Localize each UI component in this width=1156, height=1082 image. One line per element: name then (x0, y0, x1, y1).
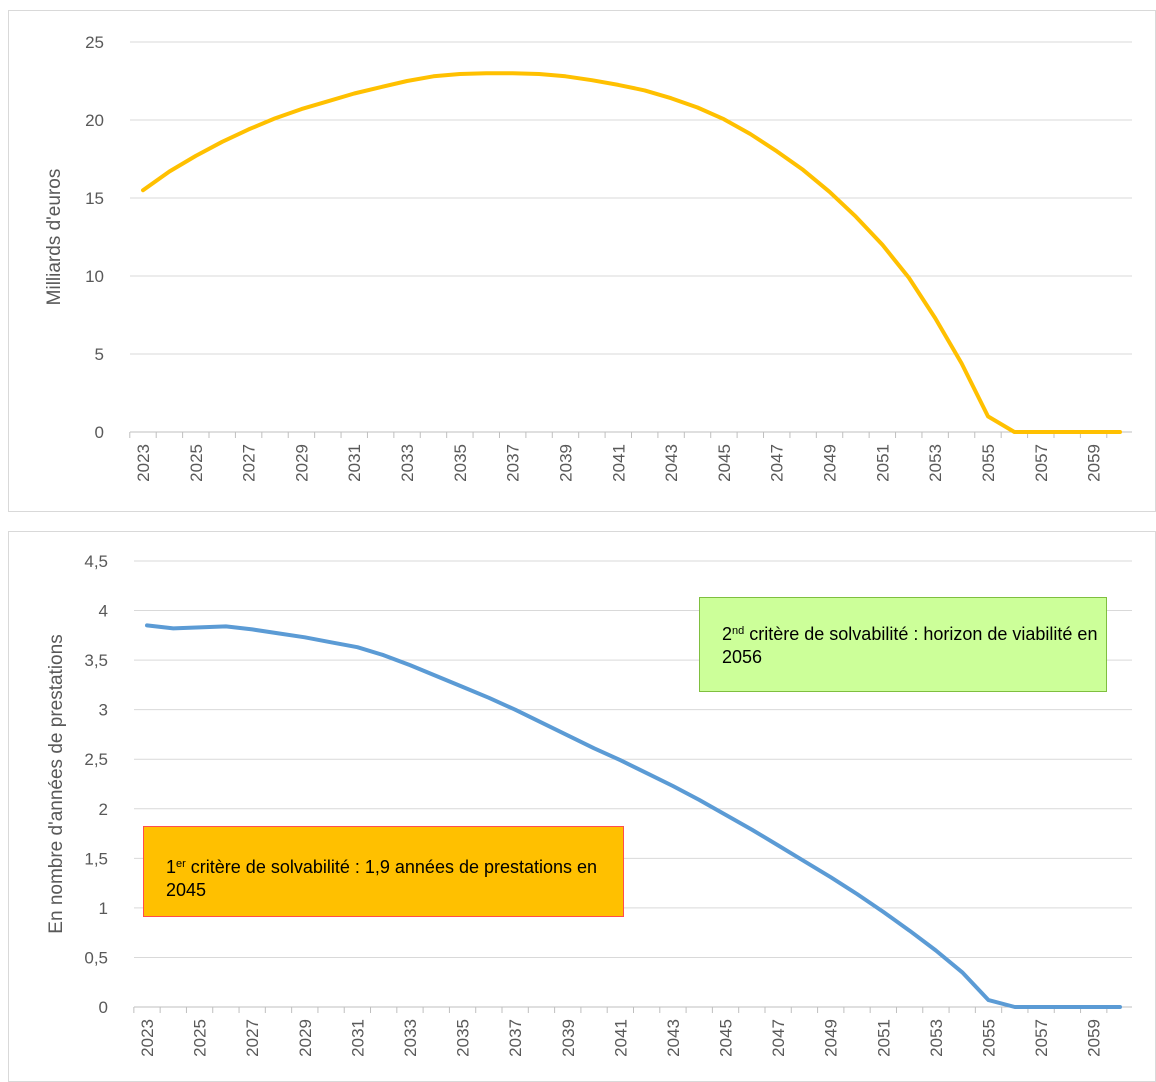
annotation-first-number: 1 (166, 857, 177, 877)
x-tick-label: 2039 (559, 1019, 578, 1057)
x-tick-label: 2045 (717, 1019, 736, 1057)
y-tick-label: 2,5 (84, 750, 108, 769)
x-tick-label: 2051 (874, 1019, 893, 1057)
y-tick-label: 0 (99, 998, 108, 1017)
x-tick-label: 2031 (345, 444, 364, 482)
x-tick-label: 2057 (1032, 1019, 1051, 1057)
y-tick-label: 2 (99, 800, 108, 819)
x-tick-label: 2059 (1085, 1019, 1104, 1057)
annotation-second-criterion: 2nd critère de solvabilité : horizon de … (699, 597, 1107, 692)
x-tick-label: 2049 (822, 1019, 841, 1057)
series-line (145, 623, 1122, 1009)
x-tick-label: 2041 (611, 1019, 630, 1057)
y-tick-label: 1 (99, 899, 108, 918)
x-tick-label: 2027 (243, 1019, 262, 1057)
y-tick-label: 15 (85, 189, 104, 208)
y-tick-label: 5 (95, 345, 104, 364)
x-tick-label: 2027 (240, 444, 259, 482)
x-tick-label: 2033 (401, 1019, 420, 1057)
x-tick-label: 2051 (873, 444, 892, 482)
y-tick-label: 3,5 (84, 651, 108, 670)
x-tick-label: 2053 (926, 444, 945, 482)
y-tick-label: 4 (99, 602, 108, 621)
x-tick-label: 2029 (296, 1019, 315, 1057)
x-tick-label: 2049 (821, 444, 840, 482)
annotation-first-criterion: 1er critère de solvabilité : 1,9 années … (143, 826, 624, 917)
x-tick-label: 2039 (556, 444, 575, 482)
x-tick-label: 2025 (191, 1019, 210, 1057)
y-tick-label: 0,5 (84, 948, 108, 967)
y-axis-title: En nombre d'années de prestations (46, 634, 67, 933)
x-tick-label: 2033 (398, 444, 417, 482)
y-tick-label: 0 (95, 423, 104, 442)
y-axis-title: Milliards d'euros (44, 169, 65, 306)
x-tick-label: 2059 (1085, 444, 1104, 482)
annotation-second-number: 2 (722, 624, 733, 644)
x-tick-label: 2029 (292, 444, 311, 482)
x-tick-label: 2023 (134, 444, 153, 482)
x-tick-label: 2043 (664, 1019, 683, 1057)
x-tick-label: 2025 (187, 444, 206, 482)
annotation-first-suffix: er (176, 858, 186, 870)
x-tick-label: 2055 (979, 444, 998, 482)
x-tick-label: 2041 (609, 444, 628, 482)
y-tick-label: 4,5 (84, 552, 108, 571)
x-tick-label: 2045 (715, 444, 734, 482)
y-tick-label: 20 (85, 111, 104, 130)
x-tick-label: 2023 (138, 1019, 157, 1057)
x-tick-label: 2053 (927, 1019, 946, 1057)
x-tick-label: 2043 (662, 444, 681, 482)
x-tick-label: 2055 (980, 1019, 999, 1057)
y-tick-label: 25 (85, 33, 104, 52)
x-tick-label: 2057 (1032, 444, 1051, 482)
series-line (141, 71, 1122, 434)
x-tick-label: 2037 (504, 444, 523, 482)
annotation-second-text: critère de solvabilité : horizon de viab… (722, 624, 1098, 667)
x-tick-label: 2037 (506, 1019, 525, 1057)
annotation-first-text: critère de solvabilité : 1,9 années de p… (166, 857, 598, 900)
x-tick-label: 2047 (769, 1019, 788, 1057)
x-tick-label: 2047 (768, 444, 787, 482)
y-tick-label: 3 (99, 701, 108, 720)
y-tick-label: 10 (85, 267, 104, 286)
y-tick-label: 1,5 (84, 849, 108, 868)
annotation-second-suffix: nd (732, 625, 745, 637)
x-tick-label: 2035 (454, 1019, 473, 1057)
chart-panel-top (8, 10, 1156, 512)
x-tick-label: 2035 (451, 444, 470, 482)
x-tick-label: 2031 (348, 1019, 367, 1057)
